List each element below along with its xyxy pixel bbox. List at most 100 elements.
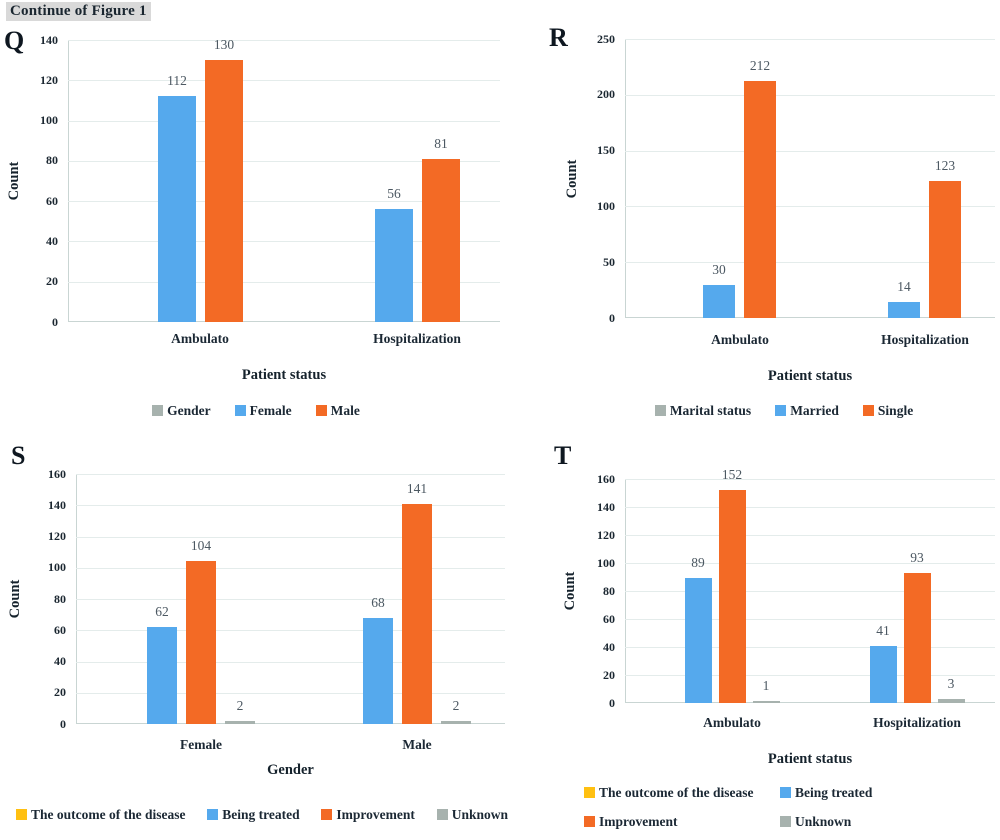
- legend-swatch-single: [862, 405, 874, 416]
- bar-single-hospitalization: [929, 181, 961, 318]
- legend-item-being-treated: Being treated: [207, 807, 300, 822]
- value-label-improvement-male: 141: [406, 481, 428, 496]
- y-tick-t-40: 40: [603, 640, 615, 654]
- y-tick-t-140: 140: [597, 500, 615, 514]
- legend-item-improvement: Improvement: [584, 814, 780, 829]
- figure-title: Continue of Figure 1: [6, 2, 151, 21]
- gridline-t-60: [625, 619, 995, 620]
- value-label-male-hospitalization: 81: [434, 136, 448, 151]
- legend-s: The outcome of the disease Being treated I…: [16, 807, 508, 822]
- legend-item-unknown-label: Unknown: [795, 813, 852, 829]
- value-label-single-hospitalization: 123: [934, 158, 956, 173]
- y-tick-q-100: 100: [40, 113, 58, 127]
- bar-female-hospitalization: [375, 209, 413, 322]
- value-label-improvement-hospitalization: 93: [910, 550, 924, 565]
- gridline-t-40: [625, 647, 995, 648]
- y-tick-s-100: 100: [48, 560, 66, 574]
- gridline-t-160: [625, 479, 995, 480]
- bar-being-treated-male: [363, 618, 393, 724]
- category-label-s-male: Male: [402, 737, 432, 752]
- legend-item-the-outcome-of-the-disease: The outcome of the disease: [16, 807, 185, 822]
- y-tick-s-40: 40: [54, 654, 66, 668]
- value-label-female-hospitalization: 56: [387, 186, 401, 201]
- legend-item-improvement-label: Improvement: [599, 813, 678, 829]
- bar-unknown-hospitalization: [938, 699, 965, 703]
- value-label-married-ambulato: 30: [712, 262, 726, 277]
- legend-item-unknown-label: Unknown: [451, 806, 508, 822]
- y-tick-q-40: 40: [46, 234, 58, 248]
- legend-item-the-outcome-of-the-disease: The outcome of the disease: [584, 785, 780, 800]
- value-label-unknown-female: 2: [236, 698, 244, 713]
- legend-item-improvement-label: Improvement: [336, 806, 415, 822]
- y-tick-s-80: 80: [54, 592, 66, 606]
- gridline-s-80: [76, 599, 505, 600]
- legend-item-unknown: Unknown: [436, 806, 508, 822]
- legend-swatch-the-outcome-of-the-disease: [584, 787, 595, 798]
- gridline-t-80: [625, 591, 995, 592]
- bar-improvement-male: [402, 504, 432, 724]
- y-tick-q-60: 60: [46, 194, 58, 208]
- legend-swatch-being-treated: [780, 787, 791, 798]
- bar-improvement-ambulato: [719, 490, 746, 703]
- legend-item-gender: Gender: [152, 403, 211, 418]
- gridline-q-140: [68, 40, 500, 41]
- gridline-r-150: [625, 151, 995, 152]
- y-tick-q-80: 80: [46, 153, 58, 167]
- legend-item-the-outcome-of-the-disease-label: The outcome of the disease: [31, 806, 186, 822]
- legend-item-male-label: Male: [330, 402, 360, 418]
- y-tick-s-120: 120: [48, 529, 66, 543]
- y-tick-q-20: 20: [46, 274, 58, 288]
- y-tick-r-0: 0: [609, 311, 615, 325]
- y-tick-t-120: 120: [597, 528, 615, 542]
- y-tick-s-20: 20: [54, 685, 66, 699]
- legend-item-female: Female: [234, 403, 292, 418]
- gridline-q-60: [68, 201, 500, 202]
- bar-unknown-female: [225, 721, 255, 724]
- legend-swatch-improvement: [584, 816, 595, 827]
- category-label-t-ambulato: Ambulato: [703, 715, 761, 730]
- bar-being-treated-ambulato: [685, 578, 712, 703]
- bar-married-hospitalization: [888, 302, 920, 318]
- gridline-s-100: [76, 568, 505, 569]
- legend-item-single-label: Single: [877, 402, 914, 418]
- y-tick-r-200: 200: [597, 87, 615, 101]
- legend-swatch-married: [775, 405, 787, 416]
- legend-q: Gender Female Male: [6, 403, 506, 418]
- legend-item-unknown: Unknown: [780, 814, 872, 829]
- gridline-t-140: [625, 507, 995, 508]
- y-tick-s-160: 160: [48, 467, 66, 481]
- gridline-r-100: [625, 206, 995, 207]
- value-label-being-treated-hospitalization: 41: [876, 623, 890, 638]
- x-axis-title-r: Patient status: [767, 368, 853, 384]
- panel-label-r: R: [549, 23, 568, 52]
- y-tick-t-160: 160: [597, 472, 615, 486]
- gridline-s-40: [76, 662, 505, 663]
- x-axis-title-t: Patient status: [767, 751, 853, 767]
- plot-area-r: [625, 39, 995, 318]
- legend-swatch-unknown: [436, 809, 448, 820]
- bar-married-ambulato: [703, 285, 735, 318]
- category-label-s-female: Female: [180, 737, 222, 752]
- x-axis-title-q: Patient status: [241, 367, 327, 383]
- y-tick-t-0: 0: [609, 696, 615, 710]
- value-label-single-ambulato: 212: [749, 58, 771, 73]
- category-label-q-hospitalization: Hospitalization: [373, 331, 461, 346]
- gridline-q-100: [68, 121, 500, 122]
- legend-swatch-male: [315, 405, 327, 416]
- legend-item-improvement: Improvement: [321, 807, 415, 822]
- gridline-s-120: [76, 537, 505, 538]
- value-label-being-treated-ambulato: 89: [691, 555, 705, 570]
- legend-item-being-treated: Being treated: [780, 785, 872, 800]
- legend-item-single: Single: [862, 402, 914, 418]
- gridline-r-50: [625, 262, 995, 263]
- gridline-t-100: [625, 563, 995, 564]
- x-axis-title-s: Gender: [267, 762, 314, 778]
- gridline-s-140: [76, 505, 505, 506]
- y-tick-q-120: 120: [40, 73, 58, 87]
- gridline-q-20: [68, 282, 500, 283]
- legend-swatch-marital-status: [654, 405, 666, 416]
- value-label-improvement-ambulato: 152: [721, 467, 743, 482]
